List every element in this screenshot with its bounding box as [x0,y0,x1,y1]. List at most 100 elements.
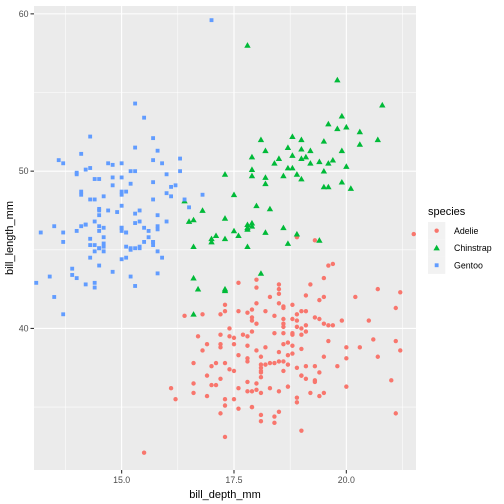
data-point-gentoo [93,286,97,290]
data-point-gentoo [133,284,137,288]
data-point-adelie [272,361,276,365]
data-point-adelie [299,373,303,377]
data-point-adelie [376,355,380,359]
data-point-adelie [286,362,290,366]
data-point-adelie [250,405,254,409]
data-point-gentoo [129,182,133,186]
data-point-adelie [317,370,321,374]
data-point-adelie [209,364,213,368]
data-point-adelie [299,347,303,351]
data-point-adelie [259,366,263,370]
data-point-adelie [209,383,213,387]
data-point-gentoo [79,152,83,156]
data-point-adelie [268,386,272,390]
data-point-adelie [245,380,249,384]
data-point-gentoo [129,169,133,173]
data-point-adelie [223,403,227,407]
data-point-adelie [205,373,209,377]
data-point-gentoo [156,213,160,217]
data-point-gentoo [124,245,128,249]
data-point-adelie [281,359,285,363]
data-point-adelie [191,391,195,395]
data-point-adelie [304,323,308,327]
data-point-adelie [326,339,330,343]
data-point-adelie [344,356,348,360]
data-point-adelie [214,383,218,387]
data-point-gentoo [156,249,160,253]
data-point-gentoo [75,276,79,280]
data-point-adelie [299,428,303,432]
data-point-gentoo [151,198,155,202]
data-point-adelie [340,318,344,322]
data-point-adelie [263,309,267,313]
data-point-adelie [254,285,258,289]
data-point-adelie [331,323,335,327]
data-point-gentoo [142,226,146,230]
data-point-gentoo [52,224,56,228]
data-point-adelie [286,353,290,357]
data-point-adelie [259,419,263,423]
data-point-adelie [245,359,249,363]
y-tick-label: 40 [19,323,29,333]
data-point-gentoo [156,224,160,228]
data-point-adelie [313,364,317,368]
data-point-adelie [205,342,209,346]
data-point-gentoo [93,281,97,285]
data-point-adelie [191,361,195,365]
data-point-adelie [277,292,281,296]
data-point-adelie [245,389,249,393]
data-point-gentoo [88,198,92,202]
data-point-adelie [277,282,281,286]
legend-key-marker [434,228,438,232]
data-point-adelie [313,238,317,242]
data-point-gentoo [133,212,137,216]
data-point-gentoo [178,157,182,161]
data-point-adelie [299,309,303,313]
data-point-gentoo [39,231,43,235]
data-point-gentoo [102,245,106,249]
data-point-gentoo [111,176,115,180]
data-point-adelie [263,362,267,366]
data-point-gentoo [124,190,128,194]
data-point-adelie [299,326,303,330]
data-point-gentoo [97,229,101,233]
data-point-adelie [259,375,263,379]
data-point-adelie [236,353,240,357]
legend-title: species [428,206,466,218]
data-point-adelie [250,307,254,311]
data-point-adelie [295,318,299,322]
data-point-adelie [218,411,222,415]
data-point-adelie [277,301,281,305]
data-point-gentoo [34,281,38,285]
data-point-gentoo [147,229,151,233]
data-point-gentoo [120,193,124,197]
data-point-gentoo [61,240,65,244]
data-point-adelie [254,388,258,392]
y-axis-title: bill_length_mm [4,201,16,275]
data-point-gentoo [169,185,173,189]
data-point-adelie [250,315,254,319]
data-point-gentoo [97,213,101,217]
data-point-adelie [286,340,290,344]
data-point-adelie [299,333,303,337]
data-point-gentoo [210,18,214,22]
data-point-gentoo [160,256,164,260]
data-point-gentoo [88,237,92,241]
data-point-adelie [290,331,294,335]
x-tick-label: 20.0 [338,475,355,485]
data-point-adelie [259,413,263,417]
data-point-gentoo [169,194,173,198]
data-point-adelie [232,342,236,346]
data-point-adelie [344,345,348,349]
data-point-adelie [313,380,317,384]
data-point-adelie [223,397,227,401]
data-point-gentoo [93,249,97,253]
data-point-adelie [142,450,146,454]
data-point-gentoo [84,282,88,286]
data-point-gentoo [61,161,65,165]
data-point-gentoo [133,146,137,150]
data-point-adelie [254,277,258,281]
data-point-gentoo [201,193,205,197]
data-point-adelie [322,391,326,395]
data-point-adelie [254,381,258,385]
